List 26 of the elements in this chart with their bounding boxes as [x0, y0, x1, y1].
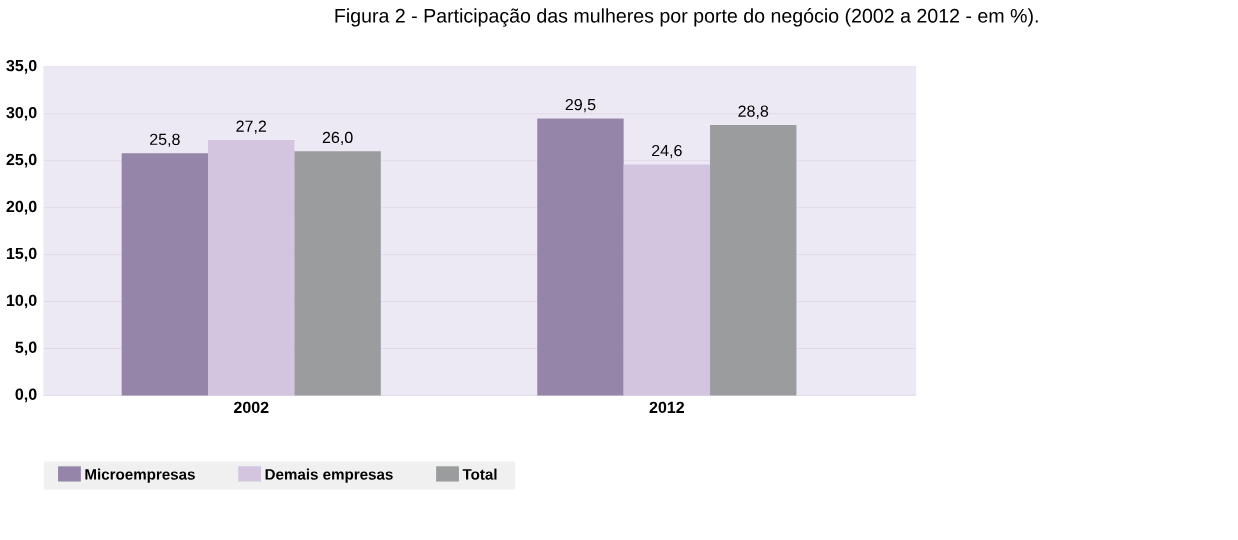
- legend-label: Microempresas: [85, 468, 195, 483]
- y-tick-label: 0,0: [15, 388, 37, 403]
- bar: [710, 125, 797, 396]
- data-label: 28,8: [738, 105, 769, 119]
- y-tick-label: 20,0: [6, 200, 37, 215]
- y-tick-label: 30,0: [6, 107, 37, 121]
- bar: [294, 151, 381, 396]
- y-tick-label: 25,0: [6, 154, 37, 168]
- y-tick-label: 10,0: [6, 294, 37, 309]
- y-tick-label: 35,0: [6, 60, 37, 74]
- data-label: 27,2: [236, 120, 267, 134]
- x-tick-label: 2002: [233, 401, 269, 414]
- data-label: 25,8: [150, 133, 180, 148]
- bar: [623, 164, 711, 396]
- y-tick-label: 15,0: [6, 247, 37, 262]
- legend-label: Total: [462, 468, 497, 480]
- bar: [121, 153, 209, 396]
- data-label: 26,0: [322, 131, 353, 146]
- data-label: 29,5: [565, 99, 596, 113]
- y-tick-label: 5,0: [15, 341, 37, 356]
- data-label: 24,6: [652, 145, 682, 159]
- x-tick-label: 2012: [649, 401, 685, 414]
- legend-label: Demais empresas: [265, 468, 393, 483]
- chart-title: Figura 2 - Participação das mulheres por porte do negócio (2002 a 2012 - em %).: [335, 8, 1038, 27]
- bar: [208, 140, 295, 396]
- bar: [537, 118, 624, 396]
